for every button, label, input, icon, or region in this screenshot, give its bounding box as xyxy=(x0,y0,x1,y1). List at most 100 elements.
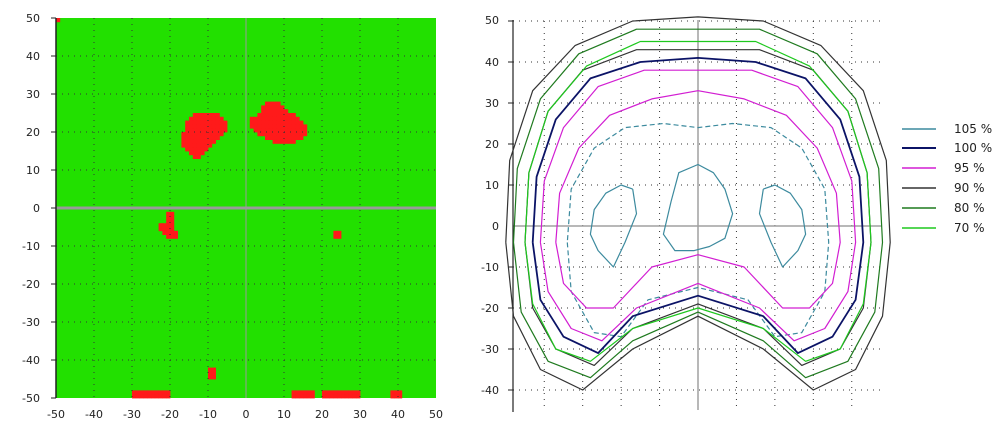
heatmap-cell xyxy=(204,135,209,140)
heatmap-cell xyxy=(329,394,334,399)
heatmap-cell xyxy=(337,390,342,395)
heatmap-cell xyxy=(154,394,159,399)
heatmap-cell xyxy=(322,390,327,395)
heatmap-cell xyxy=(284,128,289,133)
heatmap-x-tick: -40 xyxy=(85,408,103,421)
heatmap-cell xyxy=(135,394,140,399)
heatmap-cell xyxy=(280,135,285,140)
heatmap-cell xyxy=(272,139,277,144)
heatmap-cell xyxy=(249,124,254,129)
heatmap-cell xyxy=(253,120,258,125)
heatmap-y-tick: -10 xyxy=(22,240,40,253)
heatmap-cell xyxy=(166,230,171,235)
heatmap-cell xyxy=(185,124,190,129)
heatmap-cell xyxy=(189,147,194,152)
heatmap-cell xyxy=(208,124,213,129)
heatmap-y-tick: 40 xyxy=(26,50,40,63)
isodose-y-tick: -30 xyxy=(481,343,499,356)
heatmap-cell xyxy=(208,113,213,118)
heatmap-cell xyxy=(219,116,224,121)
heatmap-cell xyxy=(204,128,209,133)
heatmap-cell xyxy=(253,124,258,129)
heatmap-y-tick: -20 xyxy=(22,278,40,291)
heatmap-cell xyxy=(204,132,209,137)
heatmap-region-cluster-right xyxy=(249,101,308,144)
heatmap-cell xyxy=(261,109,266,114)
heatmap-cell xyxy=(173,230,178,235)
heatmap-cell xyxy=(352,394,357,399)
heatmap-cell xyxy=(268,113,273,118)
heatmap-cell xyxy=(181,143,186,148)
heatmap-cell xyxy=(185,147,190,152)
legend-label-70: 70 % xyxy=(954,221,985,235)
heatmap-cell xyxy=(261,128,266,133)
heatmap-cell xyxy=(295,124,300,129)
heatmap-cell xyxy=(192,154,197,159)
heatmap-cell xyxy=(344,394,349,399)
heatmap-cell xyxy=(211,113,216,118)
isodose-contour xyxy=(512,28,884,379)
heatmap-cell xyxy=(219,124,224,129)
heatmap-cell xyxy=(265,124,270,129)
heatmap-cell xyxy=(287,120,292,125)
heatmap-cell xyxy=(215,135,220,140)
heatmap-cell xyxy=(325,394,330,399)
heatmap-cell xyxy=(200,113,205,118)
heatmap-cell xyxy=(185,128,190,133)
heatmap-cell xyxy=(341,390,346,395)
heatmap-cell xyxy=(215,128,220,133)
heatmap-cell xyxy=(284,113,289,118)
heatmap-cell xyxy=(253,128,258,133)
heatmap-cell xyxy=(158,227,163,232)
heatmap-cell xyxy=(280,116,285,121)
heatmap-cell xyxy=(299,128,304,133)
heatmap-cell xyxy=(189,151,194,156)
heatmap-cell xyxy=(200,120,205,125)
heatmap-cell xyxy=(181,139,186,144)
legend-label-100: 100 % xyxy=(954,141,992,155)
heatmap-cell xyxy=(257,124,262,129)
heatmap-cell xyxy=(132,390,137,395)
heatmap-cell xyxy=(287,124,292,129)
heatmap-cell xyxy=(189,128,194,133)
heatmap-x-tick: 10 xyxy=(277,408,291,421)
heatmap-cell xyxy=(268,101,273,106)
heatmap-cell xyxy=(166,227,171,232)
heatmap-x-tick: 20 xyxy=(315,408,329,421)
legend-label-90: 90 % xyxy=(954,181,985,195)
isodose-contour xyxy=(589,184,638,268)
heatmap-cell xyxy=(211,124,216,129)
heatmap-cell xyxy=(192,113,197,118)
heatmap-cell xyxy=(261,113,266,118)
heatmap-cell xyxy=(211,375,216,380)
heatmap-cell xyxy=(295,116,300,121)
heatmap-cell xyxy=(299,124,304,129)
heatmap-cell xyxy=(291,394,296,399)
heatmap-cell xyxy=(211,371,216,376)
heatmap-cell xyxy=(287,132,292,137)
heatmap-cell xyxy=(303,390,308,395)
heatmap-cell xyxy=(280,120,285,125)
heatmap-cell xyxy=(189,124,194,129)
heatmap-cell xyxy=(284,120,289,125)
heatmap-cell xyxy=(196,151,201,156)
heatmap-cell xyxy=(276,132,281,137)
heatmap-cell xyxy=(189,116,194,121)
heatmap-cell xyxy=(192,135,197,140)
heatmap-cell xyxy=(185,120,190,125)
heatmap-cell xyxy=(272,116,277,121)
heatmap-cell xyxy=(200,124,205,129)
heatmap-cell xyxy=(276,101,281,106)
heatmap-cell xyxy=(196,143,201,148)
heatmap-cell xyxy=(265,105,270,110)
heatmap-cell xyxy=(162,230,167,235)
isodose-contour xyxy=(531,57,865,354)
heatmap-cell xyxy=(268,132,273,137)
heatmap-cell xyxy=(348,394,353,399)
isodose-contour xyxy=(539,69,857,342)
heatmap-cell xyxy=(272,113,277,118)
heatmap-cell xyxy=(268,120,273,125)
heatmap-cell xyxy=(333,230,338,235)
isodose-y-tick: 20 xyxy=(485,138,499,151)
